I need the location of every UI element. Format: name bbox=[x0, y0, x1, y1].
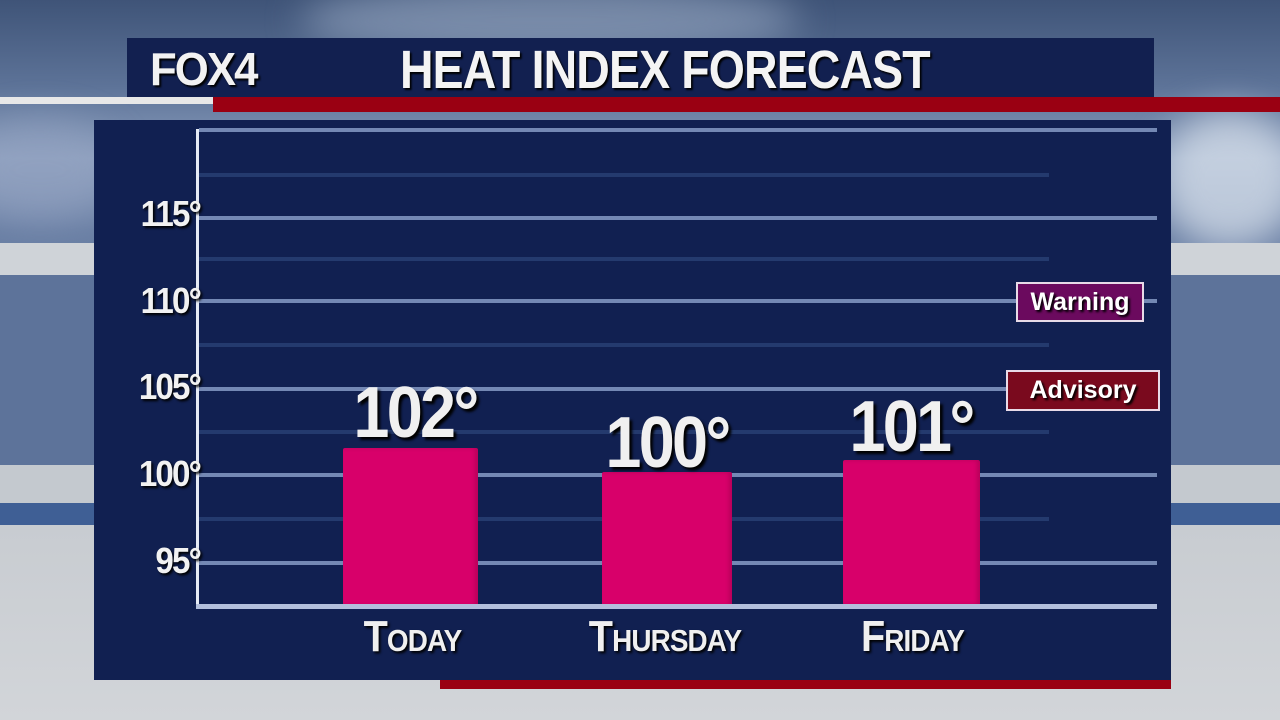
gridline-minor bbox=[199, 173, 1049, 177]
header-white-accent bbox=[0, 97, 214, 104]
gridline-110 bbox=[199, 299, 1157, 303]
gridline-105 bbox=[199, 387, 1157, 391]
bar-thursday bbox=[602, 472, 732, 606]
bar-today bbox=[343, 448, 478, 606]
page-title: HEAT INDEX FORECAST bbox=[400, 40, 931, 100]
panel-red-accent bbox=[440, 680, 1171, 689]
header-red-accent bbox=[213, 97, 1280, 112]
x-label-today: Today bbox=[363, 612, 463, 661]
legend-advisory: Advisory bbox=[1006, 370, 1160, 411]
value-label-today: 102° bbox=[353, 373, 479, 453]
background-cloud bbox=[1160, 110, 1280, 250]
bar-friday bbox=[843, 460, 980, 605]
y-tick-110: 110° bbox=[140, 280, 202, 321]
x-label-friday: Friday bbox=[860, 612, 965, 661]
station-logo: FOX4 bbox=[150, 43, 258, 95]
y-axis-line bbox=[196, 129, 199, 609]
y-tick-105: 105° bbox=[138, 366, 202, 407]
value-label-friday: 101° bbox=[849, 387, 975, 467]
y-tick-100: 100° bbox=[138, 453, 202, 494]
legend-warning: Warning bbox=[1016, 282, 1144, 322]
header-banner bbox=[127, 38, 1154, 97]
gridline-120 bbox=[199, 128, 1157, 132]
x-axis-line bbox=[196, 604, 1157, 609]
x-label-thursday: Thursday bbox=[588, 612, 742, 661]
gridline-115 bbox=[199, 216, 1157, 220]
y-tick-95: 95° bbox=[155, 540, 201, 581]
gridline-minor bbox=[199, 343, 1049, 347]
y-tick-115: 115° bbox=[140, 193, 202, 234]
value-label-thursday: 100° bbox=[605, 403, 731, 483]
gridline-minor bbox=[199, 257, 1049, 261]
gridline-minor bbox=[199, 430, 1049, 434]
